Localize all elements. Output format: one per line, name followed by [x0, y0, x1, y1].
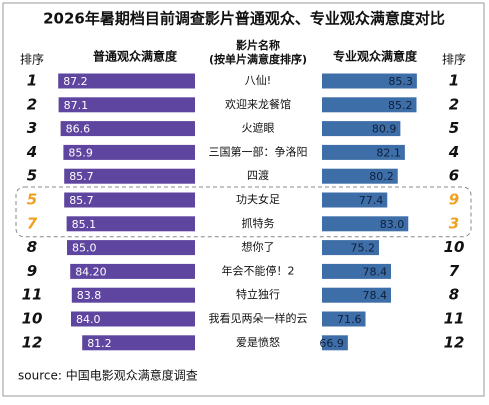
- rank: 1: [449, 72, 459, 90]
- bar: [58, 97, 195, 113]
- rank: 3: [449, 214, 459, 232]
- rank: 2: [449, 95, 459, 113]
- bar: [64, 168, 195, 184]
- bar: [322, 121, 401, 137]
- category-label: 爱是愤怒: [236, 335, 280, 349]
- rank: 9: [27, 262, 37, 280]
- rank: 5: [27, 167, 37, 185]
- category-label: 抓特务: [242, 216, 275, 230]
- value-label: 83.8: [77, 289, 102, 302]
- bar: [58, 73, 196, 89]
- rank: 1: [27, 72, 37, 90]
- category-label: 四渡: [247, 168, 269, 182]
- bar: [60, 121, 195, 137]
- bar: [70, 263, 195, 279]
- bar: [322, 73, 417, 89]
- category-label: 三国第一部：争洛阳: [209, 144, 308, 158]
- rank: 12: [444, 333, 465, 351]
- rank: 4: [26, 143, 37, 161]
- value-label: 87.1: [64, 99, 89, 112]
- rank: 2: [27, 95, 37, 113]
- category-label: 功夫女足: [236, 192, 280, 206]
- bar: [322, 192, 388, 208]
- bar: [322, 144, 405, 160]
- rank: 10: [444, 238, 465, 256]
- legend-entry: 普通观众满意度: [93, 49, 178, 64]
- value-label: 82.1: [376, 146, 401, 159]
- value-label: 71.6: [337, 313, 362, 326]
- value-label: 85.7: [69, 194, 94, 207]
- chart-title: 2026年暑期档目前调查影片普通观众、专业观众满意度对比: [43, 10, 445, 28]
- rank: 7: [449, 262, 460, 280]
- value-label: 85.0: [72, 242, 97, 255]
- bar: [322, 335, 348, 351]
- value-label: 66.9: [319, 337, 344, 350]
- rank: 9: [449, 191, 459, 209]
- bar: [82, 335, 195, 351]
- category-header: 影片名称: [236, 38, 280, 52]
- rank: 7: [27, 214, 38, 232]
- value-label: 86.6: [66, 123, 91, 136]
- bar: [322, 311, 366, 327]
- legend-entry: 专业观众满意度: [333, 49, 418, 64]
- value-label: 85.3: [388, 75, 413, 88]
- value-label: 85.9: [68, 146, 93, 159]
- source-note: source: 中国电影观众满意度调查: [18, 368, 198, 383]
- value-label: 85.1: [72, 218, 97, 231]
- value-label: 87.2: [63, 75, 87, 88]
- bar: [322, 97, 417, 113]
- bar: [322, 287, 391, 303]
- category-header: (按单片满意度排序): [209, 52, 307, 66]
- rank: 8: [27, 238, 37, 256]
- bar: [322, 263, 391, 279]
- bar: [322, 168, 398, 184]
- rank: 12: [22, 333, 43, 351]
- value-label: 84.20: [75, 265, 107, 278]
- bar: [322, 240, 379, 256]
- category-label: 想你了: [242, 240, 275, 254]
- rank: 11: [444, 310, 465, 328]
- value-label: 77.4: [359, 194, 384, 207]
- rank: 4: [448, 143, 459, 161]
- bar: [71, 311, 195, 327]
- bar: [63, 144, 196, 160]
- value-label: 75.2: [351, 242, 376, 255]
- rank: 8: [449, 286, 459, 304]
- category-label: 火遮眼: [242, 121, 275, 135]
- bar: [66, 216, 195, 232]
- value-label: 80.2: [369, 170, 394, 183]
- bar: [64, 192, 195, 208]
- category-label: 八仙!: [245, 74, 271, 87]
- value-label: 85.7: [69, 170, 94, 183]
- rank: 5: [27, 191, 37, 209]
- category-label: 我看见两朵一样的云: [209, 311, 308, 325]
- category-label: 年会不能停！2: [222, 263, 295, 277]
- highlight-box: [15, 186, 472, 238]
- bar: [67, 240, 195, 256]
- value-label: 81.2: [87, 337, 112, 350]
- value-label: 85.2: [388, 99, 413, 112]
- rank: 3: [27, 119, 37, 137]
- rank: 6: [449, 167, 459, 185]
- bar: [322, 216, 409, 232]
- rank: 10: [22, 310, 43, 328]
- value-label: 80.9: [372, 123, 397, 136]
- rank-header: 排序: [20, 52, 44, 67]
- value-label: 78.4: [363, 265, 388, 278]
- rank-header: 排序: [442, 52, 466, 67]
- value-label: 78.4: [363, 289, 388, 302]
- rank: 11: [22, 286, 43, 304]
- bar: [71, 287, 195, 303]
- value-label: 83.0: [380, 218, 405, 231]
- value-label: 84.0: [76, 313, 101, 326]
- category-label: 欢迎来龙餐馆: [225, 97, 291, 111]
- category-label: 特立独行: [236, 287, 280, 301]
- rank: 5: [449, 119, 459, 137]
